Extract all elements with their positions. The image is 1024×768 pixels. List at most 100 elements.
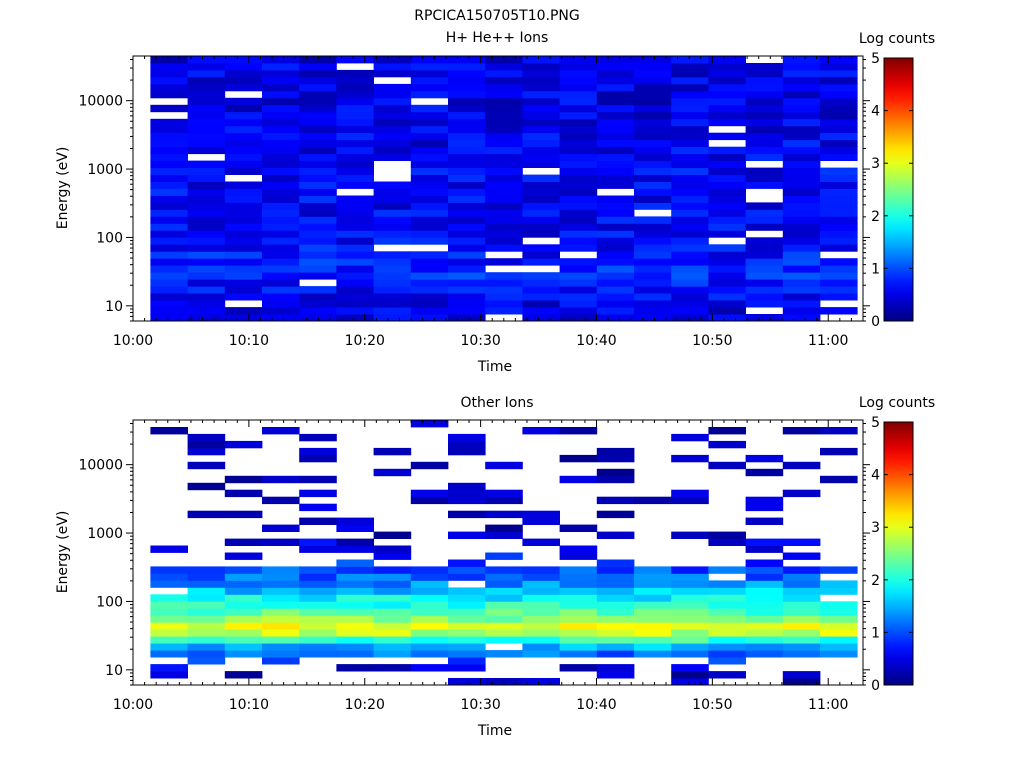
heatmap-cell (299, 566, 337, 574)
heatmap-cell (410, 420, 449, 428)
heatmap-cell (299, 104, 337, 113)
heatmap-cell (336, 83, 374, 92)
heatmap-cell (559, 629, 598, 637)
heatmap-cell (187, 139, 226, 148)
heatmap-cell (299, 174, 337, 182)
heatmap-cell (410, 573, 449, 581)
heatmap-cell (150, 202, 188, 210)
heatmap-cell (262, 524, 300, 532)
heatmap-cell (820, 580, 858, 588)
heatmap-cell (410, 601, 449, 609)
heatmap-cell (522, 244, 560, 252)
heatmap-cell (299, 216, 337, 224)
heatmap-cell (187, 440, 226, 449)
heatmap-cell (671, 601, 709, 609)
heatmap-cell (410, 258, 449, 266)
heatmap-cell (410, 167, 449, 175)
heatmap-cell (448, 300, 486, 308)
heatmap-cell (708, 587, 746, 595)
heatmap-cell (410, 314, 449, 322)
heatmap-cell (299, 517, 337, 525)
heatmap-cell (262, 580, 300, 588)
heatmap-cell (782, 580, 821, 588)
heatmap-cell (150, 608, 188, 616)
heatmap-cell (782, 643, 821, 651)
heatmap-cell (708, 636, 746, 644)
heatmap-cell (745, 244, 784, 252)
heatmap-cell (224, 601, 263, 609)
heatmap-cell (373, 63, 412, 71)
heatmap-cell (224, 56, 263, 64)
heatmap-cell (299, 132, 337, 141)
heatmap-cell (373, 587, 412, 595)
heatmap-cell (782, 139, 821, 148)
heatmap-cell (410, 76, 449, 85)
heatmap-cell (522, 251, 560, 259)
heatmap-cell (262, 622, 300, 630)
heatmap-cell (596, 111, 635, 120)
heatmap-cell (299, 230, 337, 238)
heatmap-cell (559, 427, 598, 435)
heatmap-cell (224, 69, 263, 78)
colorbar-tick-label: 4 (871, 468, 880, 484)
heatmap-cell (559, 279, 598, 287)
heatmap-cell (262, 538, 300, 546)
heatmap-cell (150, 427, 188, 435)
heatmap-cell (262, 608, 300, 616)
heatmap-cell (150, 104, 188, 113)
heatmap-cell (410, 496, 449, 505)
heatmap-cell (299, 608, 337, 616)
heatmap-cell (559, 56, 598, 64)
heatmap-cell (485, 650, 523, 658)
heatmap-cell (522, 195, 560, 203)
heatmap-cell (373, 188, 412, 196)
heatmap-cell (187, 650, 226, 658)
heatmap-cell (299, 601, 337, 609)
heatmap-cell (262, 223, 300, 231)
heatmap-cell (448, 489, 486, 498)
heatmap-cell (782, 286, 821, 294)
heatmap-cell (187, 195, 226, 203)
heatmap-cell (782, 538, 821, 546)
y-tick-label: 10 (105, 663, 123, 679)
heatmap-cell (596, 139, 635, 148)
heatmap-cell (559, 104, 598, 113)
heatmap-cell (596, 307, 635, 315)
heatmap-cell (448, 293, 486, 301)
heatmap-cell (299, 293, 337, 301)
heatmap-cell (224, 251, 263, 259)
heatmap-cell (634, 174, 672, 182)
heatmap-cell (373, 202, 412, 210)
heatmap-cell (745, 104, 784, 113)
heatmap-cell (448, 566, 486, 574)
heatmap-cell (745, 153, 784, 161)
heatmap-cell (559, 188, 598, 196)
y-tick-label: 10000 (78, 458, 123, 474)
heatmap-cell (782, 111, 821, 120)
heatmap-cell (448, 167, 486, 175)
heatmap-cell (522, 216, 560, 224)
heatmap-cell (373, 307, 412, 315)
heatmap-cell (671, 636, 709, 644)
heatmap-cell (299, 594, 337, 602)
heatmap-cell (187, 174, 226, 182)
heatmap-cell (262, 139, 300, 148)
heatmap-cell (485, 132, 523, 141)
heatmap-cell (671, 279, 709, 287)
heatmap-cell (150, 237, 188, 245)
heatmap-cell (782, 300, 821, 308)
heatmap-cell (150, 293, 188, 301)
heatmap-cell (410, 195, 449, 203)
heatmap-cell (150, 139, 188, 148)
colorbar-tick-label: 1 (871, 625, 880, 641)
heatmap-cell (336, 118, 374, 127)
heatmap-cell (336, 69, 374, 78)
x-axis-label: Time (477, 723, 512, 739)
heatmap-cell (782, 146, 821, 155)
heatmap-cell (782, 83, 821, 92)
heatmap-cell (187, 146, 226, 155)
heatmap-cell (187, 188, 226, 196)
heatmap-cell (708, 538, 746, 546)
heatmap-cell (410, 160, 449, 168)
heatmap-cell (150, 286, 188, 294)
